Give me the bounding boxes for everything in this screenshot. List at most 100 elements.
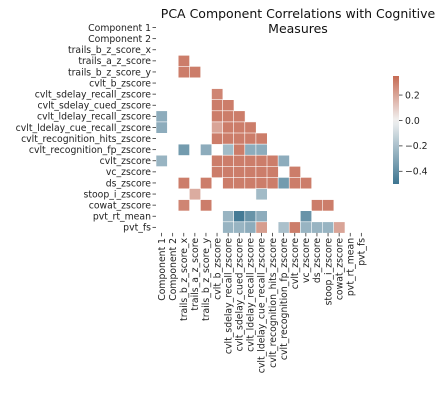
heatmap-cell (244, 121, 257, 134)
y-tick-label: stoop_i_zscore (83, 189, 151, 200)
x-tick-label: trails_b_z_score_y (201, 237, 212, 321)
colorbar (393, 76, 399, 184)
heatmap-cell (255, 188, 268, 201)
heatmap-cell (222, 132, 235, 145)
heatmap-cell (288, 221, 301, 234)
heatmap-cell (244, 221, 257, 234)
heatmap-cell (200, 143, 213, 156)
x-tick-label: cvlt_sdelay_recall_zscore (223, 238, 234, 354)
heatmap-cell (299, 221, 312, 234)
x-tick-label: trails_a_z_score (190, 238, 201, 311)
heatmap-cell (211, 132, 224, 145)
heatmap-cell (311, 221, 324, 234)
x-tick-label: pvt_fs (357, 238, 368, 266)
y-tick-label: cvlt_recognition_hits_zscore (21, 134, 151, 145)
heatmap-cell (299, 210, 312, 223)
x-tick-label: cowat_zscore (334, 238, 345, 301)
y-tick-label: Component 1 (88, 23, 151, 34)
heatmap-cell (255, 210, 268, 223)
chart-title: PCA Component Correlations with Cognitiv… (160, 6, 436, 36)
heatmap-cell (311, 199, 324, 212)
heatmap-cell (277, 221, 290, 234)
x-tick-label: cvlt_recognition_hits_zscore (268, 238, 279, 368)
heatmap-cell (233, 132, 246, 145)
y-tick-label: cvlt_ldelay_cue_recall_zscore (16, 123, 152, 134)
heatmap-cell (233, 121, 246, 134)
heatmap-cell (233, 143, 246, 156)
heatmap-cell (299, 177, 312, 190)
x-tick-label: stoop_i_zscore (323, 238, 334, 306)
colorbar-tick-label: 0.0 (405, 116, 420, 127)
heatmap-cell (244, 177, 257, 190)
colorbar-tick-label: −0.4 (405, 167, 428, 178)
heatmap-cell (211, 166, 224, 179)
x-tick-label: Component 2 (168, 238, 179, 301)
heatmap-cell (155, 121, 168, 134)
colorbar-tick-label: −0.2 (405, 141, 428, 152)
heatmap-cell (244, 132, 257, 145)
heatmap-cell (288, 166, 301, 179)
y-tick-label: trails_b_z_score_x (68, 45, 152, 56)
x-tick-label: ds_zscore (312, 238, 323, 284)
y-tick-label: Component 2 (88, 34, 151, 45)
heatmap-cell (155, 154, 168, 167)
heatmap-cell (222, 154, 235, 167)
heatmap-cell (222, 177, 235, 190)
heatmap-cell (333, 221, 346, 234)
heatmap-cell (255, 177, 268, 190)
heatmap-cell (255, 143, 268, 156)
heatmap-cell (244, 154, 257, 167)
heatmap-cell (255, 132, 268, 145)
heatmap-cell (233, 210, 246, 223)
y-tick-label: vc_zscore (106, 167, 151, 178)
heatmap-cell (200, 177, 213, 190)
y-tick-label: cvlt_recognition_fp_zscore (29, 145, 151, 156)
heatmap-cell (233, 154, 246, 167)
x-tick-label: Component 1 (157, 238, 168, 301)
heatmap-cell (266, 166, 279, 179)
heatmap-cell (222, 121, 235, 134)
y-tick-label: cvlt_b_zscore (89, 78, 151, 89)
heatmap-cell (200, 199, 213, 212)
y-tick-label: pvt_rt_mean (93, 212, 151, 223)
y-tick-label: cowat_zscore (89, 200, 152, 211)
y-tick-label: ds_zscore (106, 178, 152, 189)
y-tick-label: trails_b_z_score_y (68, 67, 152, 78)
y-tick-label: cvlt_sdelay_cued_zscore (37, 101, 151, 112)
heatmap-cell (266, 154, 279, 167)
heatmap-cell (233, 221, 246, 234)
heatmap-cell (233, 166, 246, 179)
heatmap-cell (322, 221, 335, 234)
x-tick-label: cvlt_ldelay_recall_zscore (246, 238, 257, 352)
heatmap-cell (222, 143, 235, 156)
heatmap-cell (177, 199, 190, 212)
y-tick-label: trails_a_z_score (78, 56, 151, 67)
heatmap-cell (255, 154, 268, 167)
x-tick-label: pvt_rt_mean (346, 238, 357, 296)
heatmap-cell (222, 166, 235, 179)
heatmap-cell (211, 121, 224, 134)
heatmap-cell (177, 54, 190, 67)
heatmap-cell (244, 143, 257, 156)
x-tick-label: cvlt_ldelay_cue_recall_zscore (257, 238, 268, 374)
heatmap-cell (177, 66, 190, 79)
heatmap-cell (189, 188, 202, 201)
heatmap-cell (155, 110, 168, 123)
x-tick-label: cvlt_b_zscore (212, 238, 223, 300)
heatmap-cell (288, 177, 301, 190)
heatmap-cell (255, 221, 268, 234)
heatmap-cell (211, 99, 224, 112)
heatmap-cell (222, 221, 235, 234)
heatmap-cell (244, 210, 257, 223)
x-tick-label: trails_b_z_score_x (179, 237, 190, 321)
x-tick-label: vc_zscore (301, 238, 312, 283)
heatmap-cell (255, 166, 268, 179)
heatmap-cell (322, 199, 335, 212)
heatmap-cell (266, 177, 279, 190)
x-tick-label: cvlt_recognition_fp_zscore (279, 238, 290, 360)
colorbar-tick-label: 0.2 (405, 90, 420, 101)
heatmap-cell (177, 143, 190, 156)
heatmap-cell (222, 210, 235, 223)
